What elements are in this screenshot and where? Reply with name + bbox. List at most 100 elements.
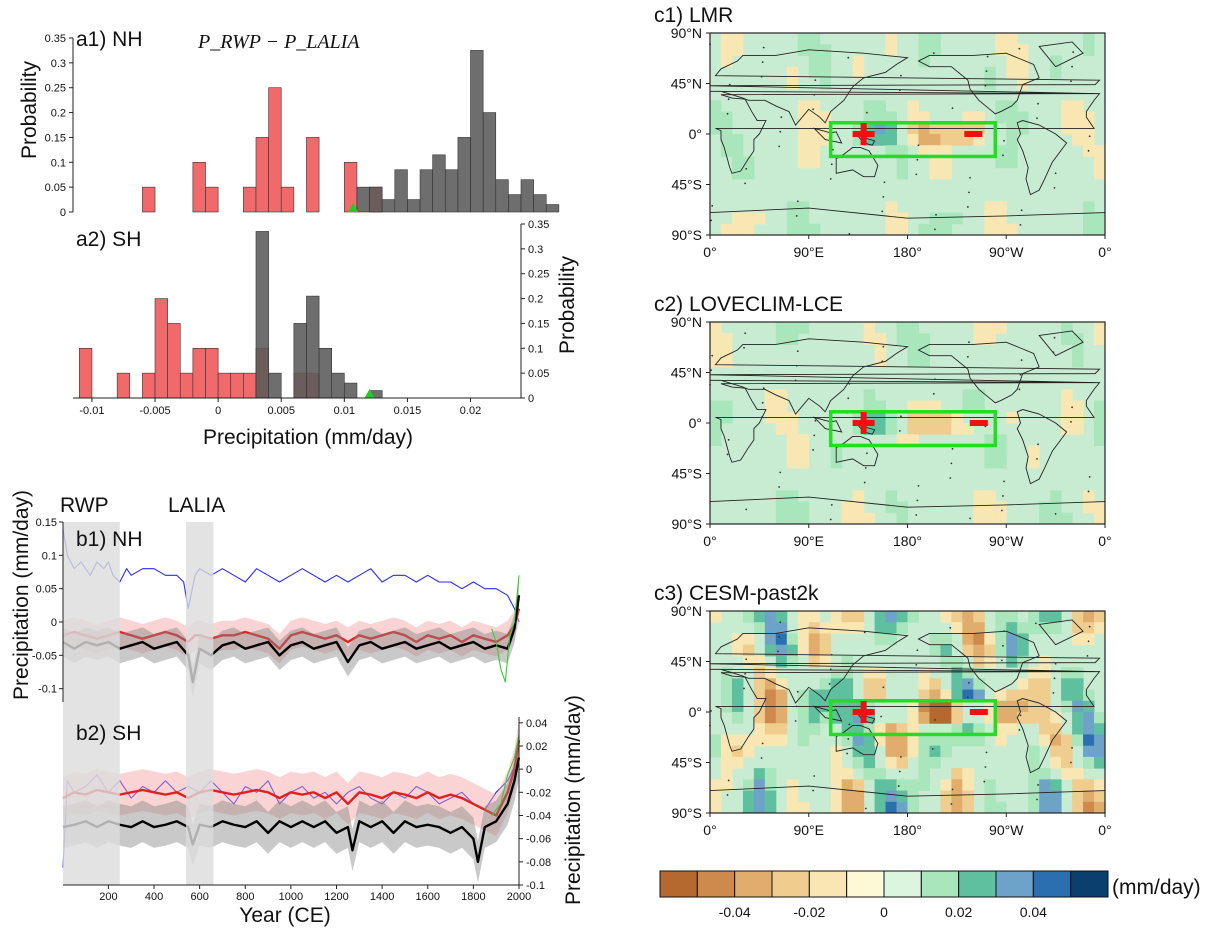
stipple-dot xyxy=(934,228,936,231)
stipple-dot xyxy=(864,807,867,810)
anomaly-cell xyxy=(797,501,810,514)
anomaly-cell xyxy=(1050,512,1062,525)
stipple-dot xyxy=(1020,209,1023,212)
anomaly-cell xyxy=(929,745,941,758)
maps-panel: 0° 90°E 180° 90°W 0°90°N45°N0°45°S90°S 0° 90°… xyxy=(654,4,1112,838)
anomaly-cell xyxy=(885,633,898,646)
anomaly-cell xyxy=(940,145,952,157)
anomaly-cell xyxy=(1072,611,1084,623)
stipple-dot xyxy=(932,392,935,395)
anomaly-cell xyxy=(775,734,788,747)
series-line xyxy=(62,739,521,817)
anomaly-cell xyxy=(819,66,832,79)
anomaly-cell xyxy=(808,712,821,724)
anomaly-cell xyxy=(984,77,996,90)
anomaly-cell xyxy=(1061,689,1073,702)
anomaly-cell xyxy=(808,633,821,646)
anomaly-cell xyxy=(896,790,908,803)
timeseries-panel: -0.1 -0.05 0 0.05 0.1 0.15 -0.1 -0.08 -0.06 -0.04… xyxy=(10,490,585,927)
stipple-dot xyxy=(881,360,884,363)
coastline xyxy=(1038,619,1084,646)
hist-bar xyxy=(192,347,206,399)
anomaly-cell xyxy=(874,678,887,691)
anomaly-cell xyxy=(786,223,799,236)
anomaly-cell xyxy=(1072,723,1084,735)
anomaly-cell xyxy=(1039,512,1051,525)
anomaly-cell xyxy=(775,512,788,525)
hist-bar xyxy=(280,186,295,213)
b1-y-tick-label: 0.05 xyxy=(36,584,57,596)
anomaly-cell xyxy=(1039,734,1051,747)
anomaly-cell xyxy=(775,633,788,646)
anomaly-cell xyxy=(984,644,996,657)
anomaly-cell xyxy=(1094,512,1106,525)
hist-bar xyxy=(116,372,131,399)
stipple-dot xyxy=(710,369,712,372)
stipple-dot xyxy=(1054,513,1057,515)
anomaly-cell xyxy=(841,501,854,514)
coastline xyxy=(917,630,1040,693)
anomaly-cell xyxy=(1083,201,1095,214)
stipple-dot xyxy=(847,56,850,59)
anomaly-cell xyxy=(1072,333,1084,345)
hist-bar xyxy=(457,137,471,213)
stipple-dot xyxy=(900,755,902,758)
anomaly-cell xyxy=(852,790,865,803)
hist-bar xyxy=(293,323,307,399)
anomaly-cell xyxy=(863,423,876,435)
plus-marker-v xyxy=(860,412,867,434)
stipple-dot xyxy=(898,429,901,432)
marker-triangle xyxy=(364,389,375,398)
stipple-dot xyxy=(950,803,953,805)
anomaly-cell xyxy=(775,333,788,345)
anomaly-cell xyxy=(1006,644,1018,657)
anomaly-cell xyxy=(1050,712,1062,724)
stipple-dot xyxy=(814,419,817,422)
anomaly-cell xyxy=(1039,801,1051,814)
anomaly-cell xyxy=(1094,411,1106,424)
map-y-tick-label: 90°S xyxy=(671,516,702,532)
stipple-dot xyxy=(1037,443,1039,446)
anomaly-cell xyxy=(720,355,733,368)
anomaly-cell xyxy=(896,779,908,792)
stipple-dot xyxy=(1036,458,1038,460)
stipple-dot xyxy=(1072,51,1075,53)
coastline-antarctica xyxy=(709,207,1106,219)
stipple-dot xyxy=(1071,406,1073,409)
anomaly-cell xyxy=(962,611,974,623)
anomaly-cell xyxy=(929,644,941,657)
anomaly-cell xyxy=(1094,779,1106,792)
anomaly-cell xyxy=(1094,156,1106,169)
anomaly-cell xyxy=(786,801,799,814)
anomaly-cell xyxy=(786,655,799,668)
stipple-dot xyxy=(745,508,748,511)
anomaly-cell xyxy=(1006,723,1018,735)
y-tick-label: 0.3 xyxy=(51,58,66,70)
anomaly-cell xyxy=(973,322,985,334)
stipple-dot xyxy=(1002,154,1004,157)
a2-y-axis: 0 0.05 0.1 0.15 0.2 0.25 0.3 0.35 xyxy=(520,219,549,405)
stipple-dot xyxy=(951,107,954,110)
anomaly-cell xyxy=(1028,689,1040,702)
anomaly-cell xyxy=(775,689,788,702)
map-y-tick-label: 90°N xyxy=(671,314,702,330)
anomaly-cell xyxy=(753,768,766,780)
anomaly-cell xyxy=(984,434,996,446)
stipple-dot xyxy=(744,672,747,675)
anomaly-cell xyxy=(852,734,865,747)
anomaly-cell xyxy=(885,779,898,792)
map-x-tick-label: 90°E xyxy=(793,244,824,260)
b2-y-tick-label: -0.08 xyxy=(526,857,551,869)
anomaly-cell xyxy=(852,611,865,623)
anomaly-cell xyxy=(863,756,876,769)
anomaly-cell xyxy=(951,212,963,225)
anomaly-cell xyxy=(808,100,821,113)
stipple-dot xyxy=(1003,480,1005,483)
anomaly-cell xyxy=(764,734,777,747)
anomaly-cell xyxy=(984,322,996,334)
anomaly-cell xyxy=(1039,655,1051,668)
anomaly-cell xyxy=(973,655,985,668)
anomaly-cell xyxy=(1072,689,1084,702)
stipple-dot xyxy=(917,144,920,147)
anomaly-cell xyxy=(786,77,799,90)
